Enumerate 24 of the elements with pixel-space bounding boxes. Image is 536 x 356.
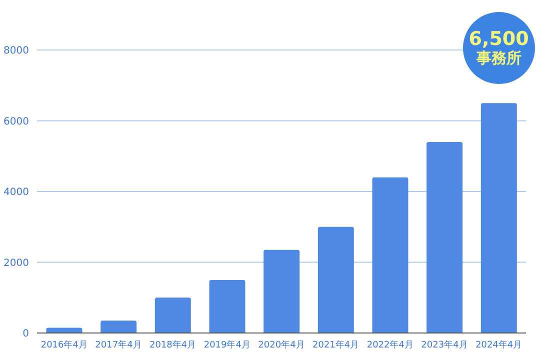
y-tick-label: 4000: [4, 187, 29, 198]
bar: [46, 328, 82, 333]
y-tick-label: 6000: [4, 116, 29, 128]
x-tick-label: 2018年4月: [150, 339, 196, 350]
x-tick-label: 2020年4月: [258, 339, 305, 350]
x-tick-label: 2022年4月: [366, 339, 414, 350]
x-tick-label: 2017年4月: [95, 339, 142, 350]
bar: [209, 280, 246, 333]
bar: [100, 320, 137, 333]
y-tick-label: 2000: [4, 258, 29, 269]
y-tick-label: 0: [22, 328, 29, 340]
x-tick-label: 2024年4月: [476, 339, 522, 350]
x-tick-label: 2021年4月: [312, 339, 360, 350]
x-tick-label: 2016年4月: [40, 339, 88, 350]
bar: [264, 250, 300, 333]
x-tick-label: 2019年4月: [204, 339, 250, 350]
annotation: 6,500 事務所: [468, 28, 529, 68]
bar: [480, 103, 517, 333]
y-tick-label: 8000: [4, 46, 29, 57]
x-tick-label: 2023年4月: [421, 339, 468, 350]
bar: [426, 142, 463, 333]
bar: [154, 298, 191, 333]
bar: [372, 177, 408, 333]
bar: [318, 226, 354, 333]
